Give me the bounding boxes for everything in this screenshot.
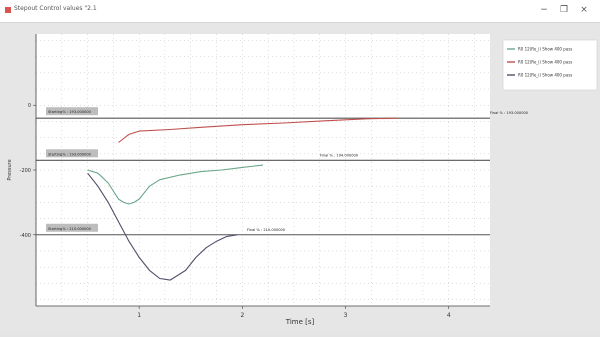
setpoint-label-start: Starting% : 193.000000	[48, 110, 92, 114]
plot-background	[36, 34, 490, 306]
setpoint-label-box	[46, 223, 98, 232]
setpoint-label-final: Final % : 210.000000	[247, 228, 286, 232]
title-bar: Stepout Control values "2.1 − ❐ ×	[0, 0, 600, 23]
x-tick-label: 2	[240, 312, 244, 319]
app-icon	[5, 7, 11, 13]
x-axis-label: Time [s]	[285, 318, 315, 326]
series-lines	[87, 117, 398, 281]
setpoint-label-box	[46, 107, 98, 116]
legend-entry: R0 12(Re_i) Show 400 pass	[518, 73, 572, 78]
setpoint-label-start: Starting% : 210.000000	[48, 227, 92, 231]
chart-area: Starting% : 193.000000 Final % : 193.0000…	[0, 22, 600, 333]
y-axis-label: Pressure	[7, 159, 13, 180]
window-title: Stepout Control values "2.1	[14, 5, 97, 12]
minimize-button[interactable]: −	[540, 5, 548, 15]
series-line-3	[87, 172, 238, 281]
setpoint-lines: Starting% : 193.000000 Final % : 193.0000…	[36, 107, 529, 236]
series-line-1	[87, 164, 264, 205]
line-chart: Starting% : 193.000000 Final % : 193.0000…	[7, 34, 598, 326]
setpoint-label-start: Starting% : 193.000000	[48, 152, 92, 156]
setpoint-label-box	[46, 149, 98, 158]
legend-entry: R0 12(Re_i) Show 400 pass	[518, 60, 572, 65]
maximize-button[interactable]: ❐	[559, 5, 569, 15]
close-button[interactable]: ×	[580, 5, 588, 15]
y-tick-label: -200	[20, 168, 31, 174]
y-tick-label: 0	[28, 103, 31, 109]
axis-ticks: 1 2 3 4 0 -200 -400	[20, 103, 451, 319]
setpoint-label-final: Final % : 194.000000	[320, 153, 359, 157]
x-tick-label: 1	[137, 312, 141, 319]
legend-box	[502, 39, 598, 91]
y-tick-label: -400	[20, 233, 31, 239]
legend-entry: R0 12(Re_i) Show 400 pass	[518, 47, 572, 52]
chart-legend: R0 12(Re_i) Show 400 pass R0 12(Re_i) Sho…	[502, 39, 598, 91]
series-line-2	[118, 117, 398, 143]
setpoint-label-final: Final % : 193.000000	[490, 111, 529, 115]
x-tick-label: 3	[344, 312, 348, 319]
x-tick-label: 4	[447, 312, 451, 319]
